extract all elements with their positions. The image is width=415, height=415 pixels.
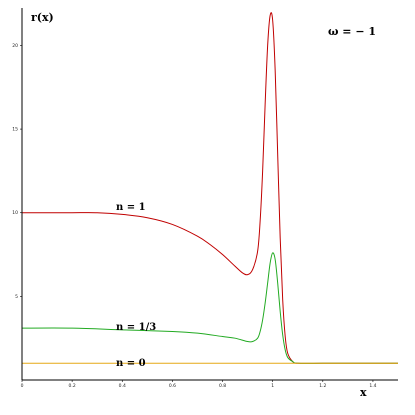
- omega-annotation: ω = − 1: [328, 25, 376, 38]
- x-tick-label-6: 1.2: [319, 383, 326, 389]
- x-tick-label-4: 0.8: [219, 383, 226, 389]
- y-tick-label-2: 15: [12, 127, 18, 133]
- x-tick-label-5: 1: [271, 383, 274, 389]
- x-axis-title: x: [360, 386, 367, 399]
- y-tick-label-0: 5: [15, 294, 18, 300]
- x-tick-label-0: 0: [21, 383, 24, 389]
- y-tick-label-3: 20: [12, 43, 18, 49]
- x-tick-label-3: 0.6: [169, 383, 176, 389]
- y-axis-title: r(x): [31, 11, 54, 24]
- x-tick-label-7: 1.4: [369, 383, 376, 389]
- series-label-n-0: n = 0: [116, 358, 146, 369]
- series-line-0: [22, 12, 398, 364]
- axes-layer: [21, 8, 398, 381]
- series-label-n-1-3: n = 1/3: [116, 322, 156, 333]
- y-tick-label-1: 10: [12, 210, 18, 216]
- series-layer: [21, 12, 398, 364]
- ticks-layer: 0 0.2 0.4 0.6 0.8 1 1.2 1.4 5 10 15 20: [12, 43, 376, 389]
- x-tick-label-2: 0.4: [119, 383, 126, 389]
- series-line-1: [21, 252, 398, 364]
- x-tick-label-1: 0.2: [69, 383, 76, 389]
- series-label-n-1: n = 1: [116, 202, 146, 213]
